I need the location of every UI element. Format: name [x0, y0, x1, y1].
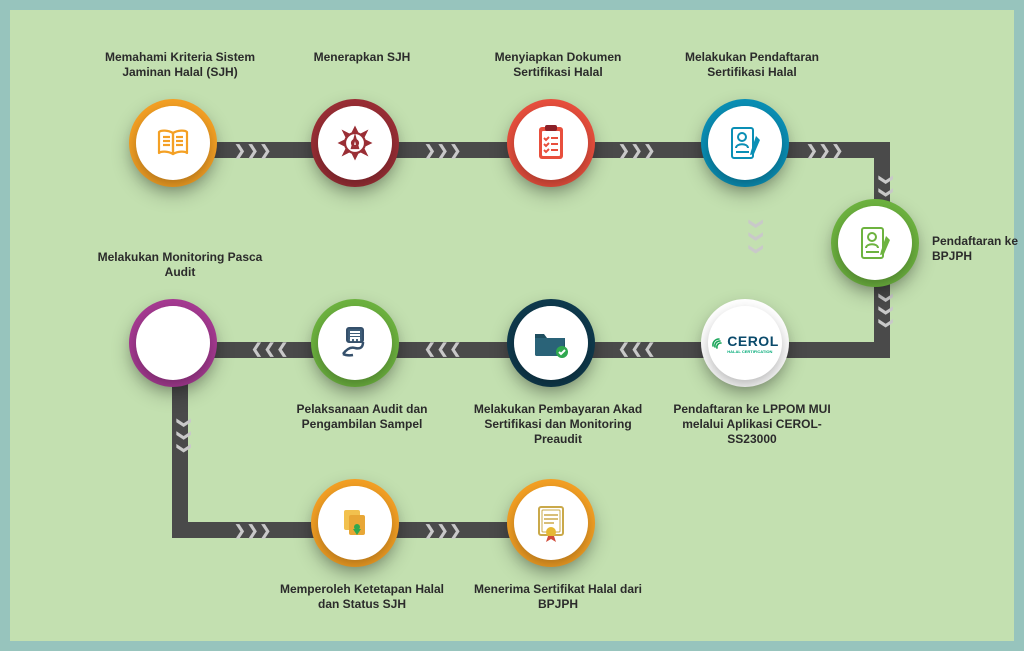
register-icon: [854, 222, 896, 264]
docs-icon: [335, 503, 375, 543]
node-n6: CEROLHALAL CERTIFICATION: [708, 306, 782, 380]
node-circle: [318, 306, 392, 380]
clipboard-icon: [532, 122, 570, 164]
chevron-right: ❯❯❯: [618, 142, 655, 159]
chevron-right: ❯❯❯: [234, 142, 271, 159]
node-n10: [318, 486, 392, 560]
cert-icon: [532, 502, 570, 544]
node-n11: [514, 486, 588, 560]
node-n5: [838, 206, 912, 280]
node-circle: [318, 486, 392, 560]
node-circle: [838, 206, 912, 280]
node-circle: [514, 106, 588, 180]
gear-icon: [334, 122, 376, 164]
book-icon: [153, 123, 193, 163]
node-circle: [318, 106, 392, 180]
chevron-down: ❯❯❯: [176, 417, 193, 454]
chevron-left: ❯❯❯: [251, 342, 288, 359]
node-n4: [708, 106, 782, 180]
chevron-right: ❯❯❯: [234, 522, 271, 539]
node-label: Melakukan Pendaftaran Sertifikasi Halal: [667, 50, 837, 80]
node-n7: [514, 306, 588, 380]
chevron-right: ❯❯❯: [424, 142, 461, 159]
node-circle: [708, 106, 782, 180]
audit-icon: [333, 322, 377, 364]
node-label: Pelaksanaan Audit dan Pengambilan Sampel: [277, 402, 447, 432]
chevron-down: ❯❯❯: [748, 218, 765, 255]
node-label: Memahami Kriteria Sistem Jaminan Halal (…: [95, 50, 265, 80]
node-label: Pendaftaran ke BPJPH: [932, 234, 1024, 264]
node-n1: [136, 106, 210, 180]
node-label: Menerapkan SJH: [277, 50, 447, 65]
node-label: Memperoleh Ketetapan Halal dan Status SJ…: [277, 582, 447, 612]
node-circle: [514, 306, 588, 380]
node-label: Pendaftaran ke LPPOM MUI melalui Aplikas…: [667, 402, 837, 447]
node-n2: [318, 106, 392, 180]
node-n8: [318, 306, 392, 380]
node-n3: [514, 106, 588, 180]
node-circle: [136, 306, 210, 380]
flowchart-canvas: ❯❯❯❯❯❯❯❯❯❯❯❯❯❯❯❯❯❯❯❯❯❯❯❯❯❯❯❯❯❯❯❯❯❯❯❯❯❯❯ …: [10, 10, 1014, 641]
chevron-right: ❯❯❯: [806, 142, 843, 159]
register-icon: [724, 122, 766, 164]
chevron-left: ❯❯❯: [424, 342, 461, 359]
cerol-icon: CEROLHALAL CERTIFICATION: [711, 333, 779, 354]
node-label: Menerima Sertifikat Halal dari BPJPH: [473, 582, 643, 612]
node-circle: CEROLHALAL CERTIFICATION: [708, 306, 782, 380]
node-label: Menyiapkan Dokumen Sertifikasi Halal: [473, 50, 643, 80]
folder-icon: [530, 324, 572, 362]
chevron-down: ❯❯❯: [878, 292, 895, 329]
node-n9: [136, 306, 210, 380]
node-circle: [514, 486, 588, 560]
node-label: Melakukan Monitoring Pasca Audit: [95, 250, 265, 280]
node-circle: [136, 106, 210, 180]
chevron-left: ❯❯❯: [618, 342, 655, 359]
monitor-icon: [151, 323, 195, 363]
chevron-right: ❯❯❯: [424, 522, 461, 539]
node-label: Melakukan Pembayaran Akad Sertifikasi da…: [473, 402, 643, 447]
